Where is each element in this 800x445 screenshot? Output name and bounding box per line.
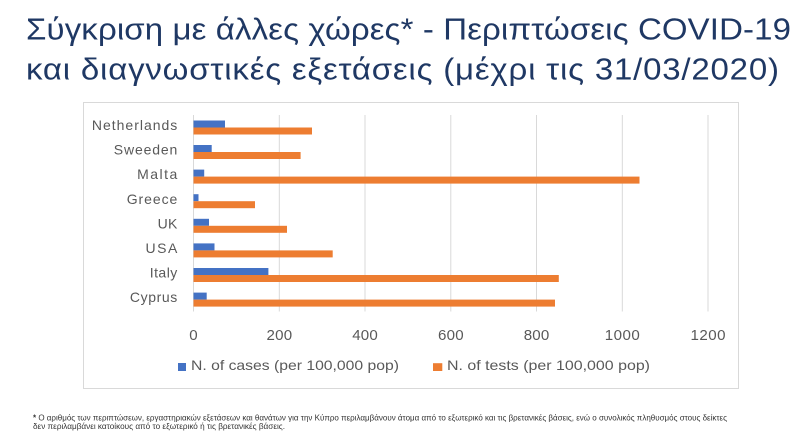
svg-text:Cyprus: Cyprus	[130, 289, 177, 305]
svg-text:N. of cases (per 100,000 pop): N. of cases (per 100,000 pop)	[191, 357, 399, 373]
svg-text:400: 400	[352, 327, 378, 344]
svg-text:Greece: Greece	[127, 191, 178, 207]
svg-text:600: 600	[438, 327, 464, 344]
svg-text:1200: 1200	[691, 327, 726, 344]
svg-text:0: 0	[189, 327, 197, 344]
svg-text:N. of tests (per 100,000 pop): N. of tests (per 100,000 pop)	[447, 357, 650, 373]
svg-text:Malta: Malta	[137, 166, 177, 182]
svg-text:200: 200	[267, 327, 293, 344]
svg-text:Italy: Italy	[150, 265, 178, 281]
svg-text:800: 800	[524, 327, 550, 344]
svg-text:Σύγκριση με άλλες χώρες* - Περ: Σύγκριση με άλλες χώρες* - Περιπτώσεις C…	[26, 12, 791, 47]
svg-text:Sweeden: Sweeden	[114, 142, 178, 158]
svg-text:* Ο αριθμός των περιπτώσεων, ε: * Ο αριθμός των περιπτώσεων, εργαστηριακ…	[33, 414, 727, 423]
svg-text:και διαγνωστικές εξετάσεις (μέ: και διαγνωστικές εξετάσεις (μέχρι τις 31…	[26, 52, 779, 87]
svg-text:UK: UK	[158, 215, 178, 231]
svg-text:USA: USA	[146, 240, 178, 256]
svg-text:Netherlands: Netherlands	[92, 117, 177, 133]
svg-text:1000: 1000	[605, 327, 640, 344]
svg-text:δεν περιλαμβάνει κατοίκους από: δεν περιλαμβάνει κατοίκους από το εξωτερ…	[33, 422, 285, 431]
